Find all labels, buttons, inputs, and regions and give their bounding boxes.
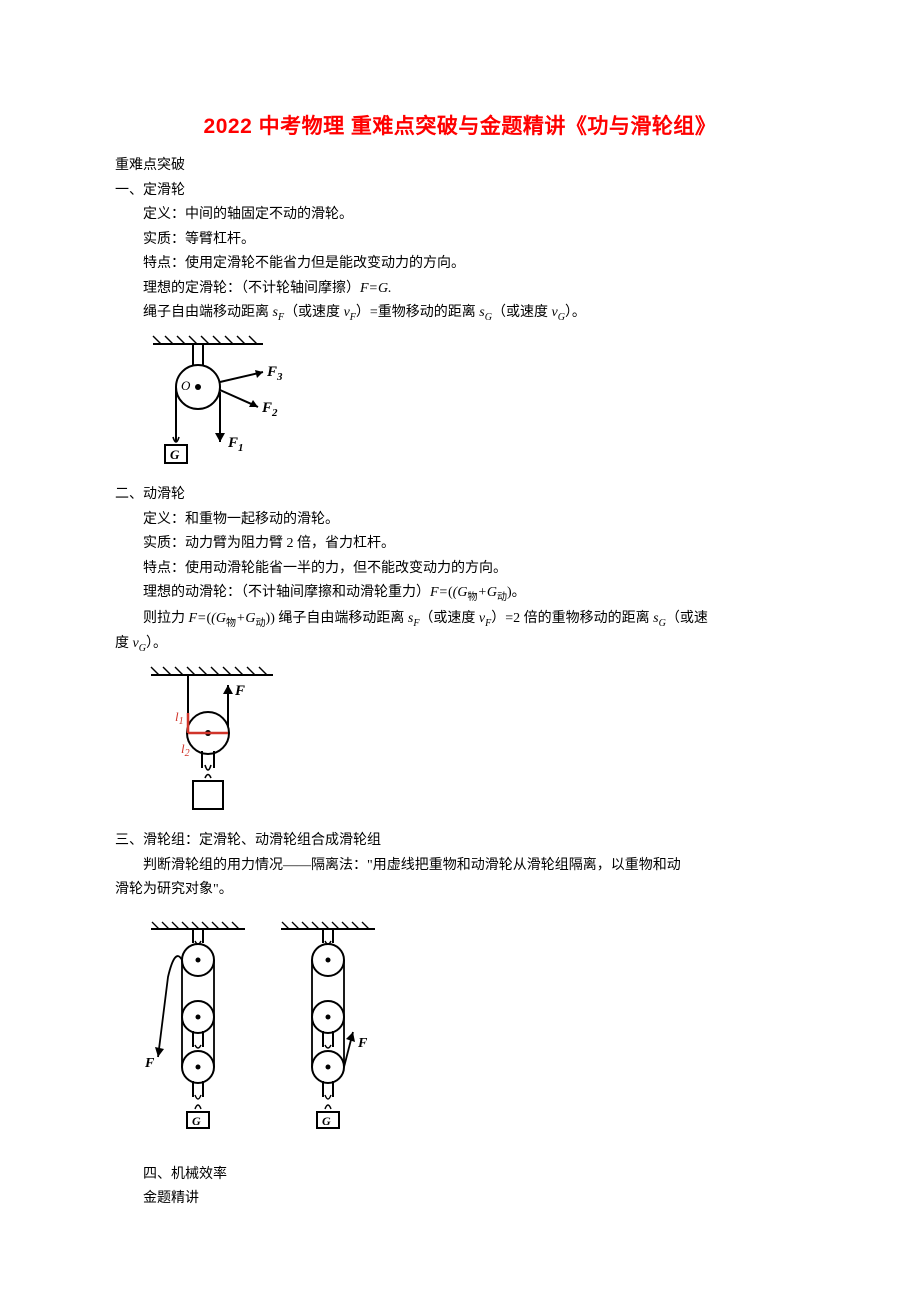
text-fragment: （或速度 bbox=[284, 305, 344, 320]
label-l2-sub: 2 bbox=[185, 748, 190, 759]
label-F: F bbox=[234, 683, 245, 699]
sec3-line2: 滑轮为研究对象"。 bbox=[115, 878, 805, 903]
var: +G bbox=[236, 611, 256, 626]
label-O: O bbox=[181, 378, 191, 393]
text-fragment: ）。 bbox=[146, 636, 167, 651]
document-page: 2022 中考物理 重难点突破与金题精讲《功与滑轮组》 重难点突破 一、定滑轮 … bbox=[0, 0, 920, 1272]
sec3-line1: 判断滑轮组的用力情况——隔离法："用虚线把重物和动滑轮从滑轮组隔离，以重物和动 bbox=[115, 854, 805, 879]
sec2-heading: 二、动滑轮 bbox=[115, 483, 805, 508]
label-F2: F bbox=[261, 400, 272, 416]
figure-fixed-pulley: O G F3 F2 F1 bbox=[143, 332, 805, 477]
svg-text:F2: F2 bbox=[261, 400, 278, 419]
label-F1-sub: 1 bbox=[238, 442, 244, 454]
sec1-line-feature: 特点：使用定滑轮不能省力但是能改变动力的方向。 bbox=[115, 252, 805, 277]
sec1-line-rope: 绳子自由端移动距离 sF（或速度 vF）=重物移动的距离 sG（或速度 vG）。 bbox=[115, 301, 805, 326]
label-l1-sub: 1 bbox=[179, 716, 184, 727]
sec4-heading: 四、机械效率 bbox=[115, 1163, 805, 1188]
document-title: 2022 中考物理 重难点突破与金题精讲《功与滑轮组》 bbox=[115, 110, 805, 140]
var-sub: 动 bbox=[497, 592, 507, 603]
text-fragment: （或速度 bbox=[419, 611, 479, 626]
text-fragment: 理想的定滑轮：（不计轮轴间摩擦） bbox=[143, 281, 360, 296]
sec1-line-essence: 实质：等臂杠杆。 bbox=[115, 228, 805, 253]
sec2-line-ideal: 理想的动滑轮：（不计轴间摩擦和动滑轮重力）F=((G物+G动)。 bbox=[115, 581, 805, 606]
var-vG: vG bbox=[551, 305, 564, 320]
pulley-system-diagram-icon: G F bbox=[143, 917, 393, 1157]
sec2-line-def: 定义：和重物一起移动的滑轮。 bbox=[115, 508, 805, 533]
var-sub: 物 bbox=[226, 617, 236, 628]
svg-text:l2: l2 bbox=[181, 741, 190, 759]
label-F3: F bbox=[266, 364, 277, 380]
section-breakthrough-label: 重难点突破 bbox=[115, 154, 805, 179]
text-fragment: ）=重物移动的距离 bbox=[356, 305, 479, 320]
text-fragment: ((G物+G动)。 bbox=[448, 585, 526, 600]
formula-text: F= bbox=[189, 611, 207, 626]
label-G: G bbox=[170, 447, 180, 462]
var-sub: 物 bbox=[467, 592, 477, 603]
figure-movable-pulley: F l1 l2 bbox=[143, 663, 805, 823]
var-sF: sF bbox=[273, 305, 285, 320]
sec3-heading: 三、滑轮组：定滑轮、动滑轮组合成滑轮组 bbox=[115, 829, 805, 854]
var: +G bbox=[477, 585, 497, 600]
sec2-line-feature: 特点：使用动滑轮能省一半的力，但不能改变动力的方向。 bbox=[115, 557, 805, 582]
sec2-line-essence: 实质：动力臂为阻力臂 2 倍，省力杠杆。 bbox=[115, 532, 805, 557]
var-vF: vF bbox=[479, 611, 491, 626]
figure-pulley-system: G F bbox=[143, 917, 805, 1157]
var: (G bbox=[211, 611, 226, 626]
svg-text:F1: F1 bbox=[227, 435, 244, 454]
formula-text: F=G. bbox=[360, 281, 392, 296]
text-fragment: ）。 bbox=[565, 305, 586, 320]
label-F-right: F bbox=[357, 1036, 368, 1051]
text-fragment: （或速度 bbox=[492, 305, 552, 320]
var: (G bbox=[453, 585, 468, 600]
sec1-line-ideal: 理想的定滑轮：（不计轮轴间摩擦）F=G. bbox=[115, 277, 805, 302]
svg-text:F3: F3 bbox=[266, 364, 283, 383]
text-fragment: ((G物+G动) bbox=[207, 611, 271, 626]
formula-text: F= bbox=[430, 585, 448, 600]
text-fragment: ）=2 倍的重物移动的距离 bbox=[491, 611, 653, 626]
var-sG: sG bbox=[479, 305, 492, 320]
sec1-line-def: 定义：中间的轴固定不动的滑轮。 bbox=[115, 203, 805, 228]
label-G-right: G bbox=[322, 1114, 331, 1128]
var-sF: sF bbox=[408, 611, 420, 626]
label-F-left: F bbox=[144, 1056, 155, 1071]
text-fragment: （或速 bbox=[666, 611, 708, 626]
var-sub: G bbox=[139, 643, 146, 654]
label-F2-sub: 2 bbox=[271, 407, 278, 419]
var-sub: 动 bbox=[256, 617, 266, 628]
var-vF: vF bbox=[344, 305, 356, 320]
text-fragment: ) 绳子自由端移动距离 bbox=[270, 611, 408, 626]
sec1-heading: 一、定滑轮 bbox=[115, 179, 805, 204]
fixed-pulley-diagram-icon: O G F3 F2 F1 bbox=[143, 332, 303, 477]
sec2-line-pull: 则拉力 F=((G物+G动)) 绳子自由端移动距离 sF（或速度 vF）=2 倍… bbox=[115, 607, 805, 632]
var-sub: G bbox=[485, 312, 492, 323]
sec2-line-pull-cont: 度 vG）。 bbox=[115, 632, 805, 657]
svg-text:l1: l1 bbox=[175, 709, 184, 727]
text-fragment: 度 bbox=[115, 636, 133, 651]
label-G-left: G bbox=[192, 1114, 201, 1128]
var-sG: sG bbox=[653, 611, 666, 626]
var-sub: G bbox=[558, 312, 565, 323]
movable-pulley-diagram-icon: F l1 l2 bbox=[143, 663, 293, 823]
label-F1: F bbox=[227, 435, 238, 451]
text-fragment: 绳子自由端移动距离 bbox=[143, 305, 273, 320]
var-sub: G bbox=[659, 617, 666, 628]
label-F3-sub: 3 bbox=[276, 371, 283, 383]
text-fragment: 理想的动滑轮：（不计轴间摩擦和动滑轮重力） bbox=[143, 585, 430, 600]
gold-question-label: 金题精讲 bbox=[115, 1187, 805, 1212]
var-vG: vG bbox=[133, 636, 146, 651]
text-fragment: 则拉力 bbox=[143, 611, 189, 626]
